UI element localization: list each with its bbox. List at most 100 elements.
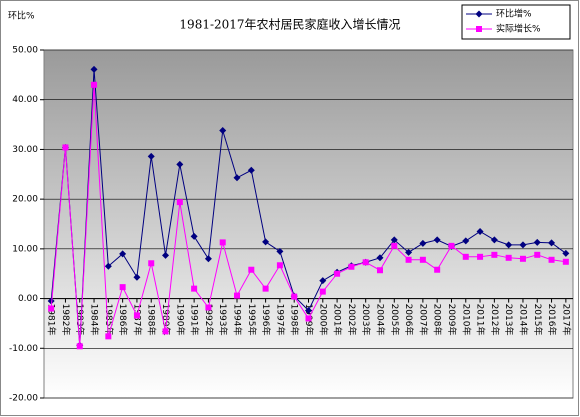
marker — [405, 248, 413, 256]
x-tick-label: 1994年 — [232, 304, 244, 336]
marker — [247, 166, 255, 174]
marker — [334, 270, 341, 277]
x-tick-label: 1996年 — [260, 304, 272, 336]
marker — [62, 144, 69, 151]
marker — [119, 250, 127, 258]
marker — [519, 241, 527, 249]
marker — [462, 253, 469, 260]
x-tick-label: 1998年 — [289, 304, 301, 336]
y-tick-label: -10.00 — [9, 344, 38, 354]
marker — [433, 236, 441, 244]
marker — [448, 242, 455, 249]
marker — [176, 160, 184, 168]
marker — [491, 251, 498, 258]
legend-label: 实际增长% — [496, 23, 541, 35]
x-tick-label: 2004年 — [374, 304, 386, 336]
marker — [91, 81, 98, 88]
x-tick-label: 1985年 — [103, 304, 115, 336]
y-tick-label: 40.00 — [12, 95, 38, 105]
x-tick-label: 1993年 — [217, 304, 229, 336]
marker — [319, 277, 327, 285]
marker — [434, 266, 441, 273]
marker — [105, 333, 112, 340]
x-tick-label: 2006年 — [403, 304, 415, 336]
marker — [219, 239, 226, 246]
marker — [262, 285, 269, 292]
x-tick-label: 2013年 — [503, 304, 515, 336]
chart-title: 1981-2017年农村居民家庭收入增长情况 — [179, 17, 400, 32]
x-tick-label: 1992年 — [203, 304, 215, 336]
marker — [562, 258, 569, 265]
y-axis-title: 环比% — [8, 10, 35, 22]
x-tick-label: 1990年 — [174, 304, 186, 336]
x-tick-label: 2009年 — [446, 304, 458, 336]
marker — [519, 255, 526, 262]
x-tick-label: 2005年 — [389, 304, 401, 336]
x-tick-label: 2010年 — [460, 304, 472, 336]
marker — [348, 263, 355, 270]
marker — [477, 253, 484, 260]
marker — [490, 236, 498, 244]
x-tick-label: 2015年 — [532, 304, 544, 336]
marker — [233, 174, 241, 182]
marker — [505, 254, 512, 261]
marker — [534, 251, 541, 258]
x-tick-label: 2008年 — [432, 304, 444, 336]
marker — [305, 315, 312, 322]
x-tick-label: 1995年 — [246, 304, 258, 336]
marker — [548, 256, 555, 263]
x-tick-label: 2012年 — [489, 304, 501, 336]
marker — [234, 292, 241, 299]
legend-marker — [475, 10, 483, 18]
y-tick-label: 20.00 — [12, 195, 38, 205]
marker — [76, 343, 83, 350]
marker — [205, 304, 212, 311]
marker — [147, 152, 155, 160]
x-tick-label: 2003年 — [360, 304, 372, 336]
marker — [204, 255, 212, 263]
plot-area — [43, 49, 574, 399]
marker — [248, 266, 255, 273]
marker — [90, 65, 98, 73]
marker — [262, 238, 270, 246]
marker — [562, 249, 570, 257]
marker — [505, 241, 513, 249]
marker — [291, 293, 298, 300]
marker — [376, 267, 383, 274]
x-tick-label: 2001年 — [332, 304, 344, 336]
marker — [362, 259, 369, 266]
x-tick-label: 1988年 — [146, 304, 158, 336]
marker — [191, 285, 198, 292]
legend — [461, 4, 571, 40]
marker — [176, 199, 183, 206]
x-tick-label: 1984年 — [89, 304, 101, 336]
y-tick-label: 30.00 — [12, 145, 38, 155]
marker — [148, 260, 155, 267]
marker — [462, 237, 470, 245]
marker — [548, 239, 556, 247]
x-tick-label: 2016年 — [546, 304, 558, 336]
x-tick-label: 1989年 — [160, 304, 172, 336]
x-tick-label: 2017年 — [560, 304, 572, 336]
legend-marker — [476, 26, 482, 32]
y-tick-label: 50.00 — [12, 46, 38, 56]
marker — [319, 288, 326, 295]
marker — [419, 239, 427, 247]
marker — [219, 127, 227, 135]
x-tick-label: 2014年 — [517, 304, 529, 336]
marker — [390, 236, 398, 244]
marker — [405, 256, 412, 263]
marker — [419, 256, 426, 263]
y-tick-label: 0.00 — [18, 294, 38, 304]
x-tick-label: 1991年 — [189, 304, 201, 336]
marker — [133, 312, 140, 319]
marker — [47, 297, 55, 305]
x-tick-label: 2007年 — [417, 304, 429, 336]
marker — [276, 262, 283, 269]
legend-label: 环比增% — [496, 8, 532, 20]
marker — [533, 238, 541, 246]
marker — [276, 247, 284, 255]
marker — [48, 305, 55, 312]
marker — [162, 251, 170, 259]
